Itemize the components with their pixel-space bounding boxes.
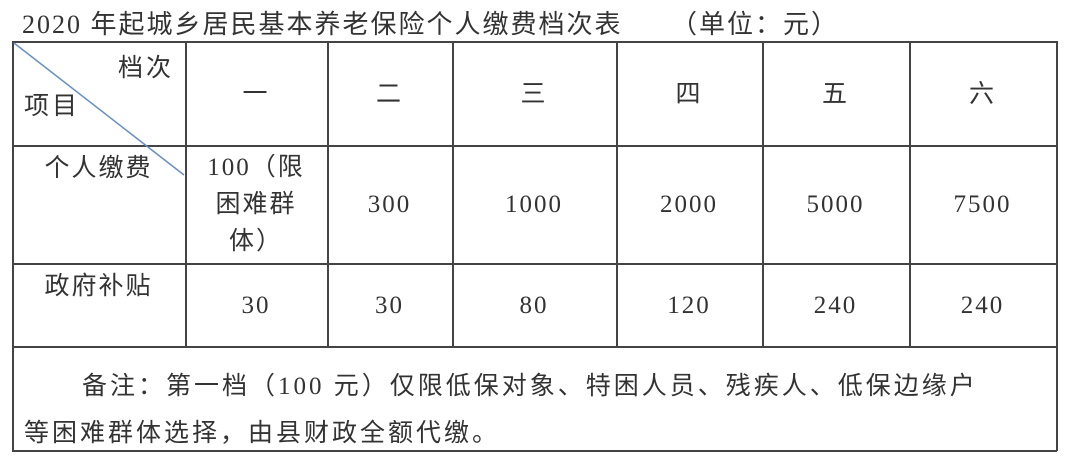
table-border-left xyxy=(12,41,14,451)
table-cell: 1000 xyxy=(505,191,563,218)
row-label: 政府补贴 xyxy=(44,273,153,300)
col-divider xyxy=(452,41,454,347)
col-divider xyxy=(762,41,764,347)
level-header: 三 xyxy=(520,80,548,108)
note-line-1: 备注：第一档（100 元）仅限低保对象、特困人员、残疾人、低保边缘户 xyxy=(82,373,978,400)
table-cell: 120 xyxy=(667,291,711,319)
table-cell: 30 xyxy=(375,291,404,319)
level-header: 二 xyxy=(375,80,403,108)
row-divider xyxy=(12,263,1057,265)
corner-label-item: 项目 xyxy=(24,93,81,120)
title-text: 2020 年起城乡居民基本养老保险个人缴费档次表 xyxy=(22,10,623,39)
table-cell: 7500 xyxy=(953,191,1012,218)
col-divider xyxy=(185,41,187,347)
row-label: 个人缴费 xyxy=(44,155,153,182)
row-divider xyxy=(12,145,1057,147)
col-divider xyxy=(909,41,911,347)
table-cell: 240 xyxy=(960,291,1005,319)
table-title: 2020 年起城乡居民基本养老保险个人缴费档次表 （单位：元） xyxy=(22,4,839,41)
table-cell: 100（限困难群体） xyxy=(207,154,305,255)
table-cell: 300 xyxy=(367,191,412,218)
col-divider xyxy=(616,41,618,347)
table-cell: 80 xyxy=(519,291,549,319)
level-header: 一 xyxy=(242,80,270,108)
table-border-top xyxy=(12,41,1057,43)
table-cell: 30 xyxy=(241,291,271,319)
table-border-bottom xyxy=(12,450,1057,452)
level-header: 五 xyxy=(821,80,849,108)
level-header: 四 xyxy=(675,80,703,108)
table-cell: 240 xyxy=(813,291,858,319)
table-border-right xyxy=(1056,41,1058,451)
row-divider xyxy=(12,346,1057,348)
corner-label-level: 档次 xyxy=(118,55,175,82)
note-line-2: 等困难群体选择，由县财政全额代缴。 xyxy=(24,420,501,447)
col-divider xyxy=(327,41,329,347)
level-header: 六 xyxy=(968,80,996,108)
table-cell: 5000 xyxy=(806,191,865,218)
table-cell: 2000 xyxy=(660,191,718,218)
unit-label: （单位：元） xyxy=(671,10,840,39)
